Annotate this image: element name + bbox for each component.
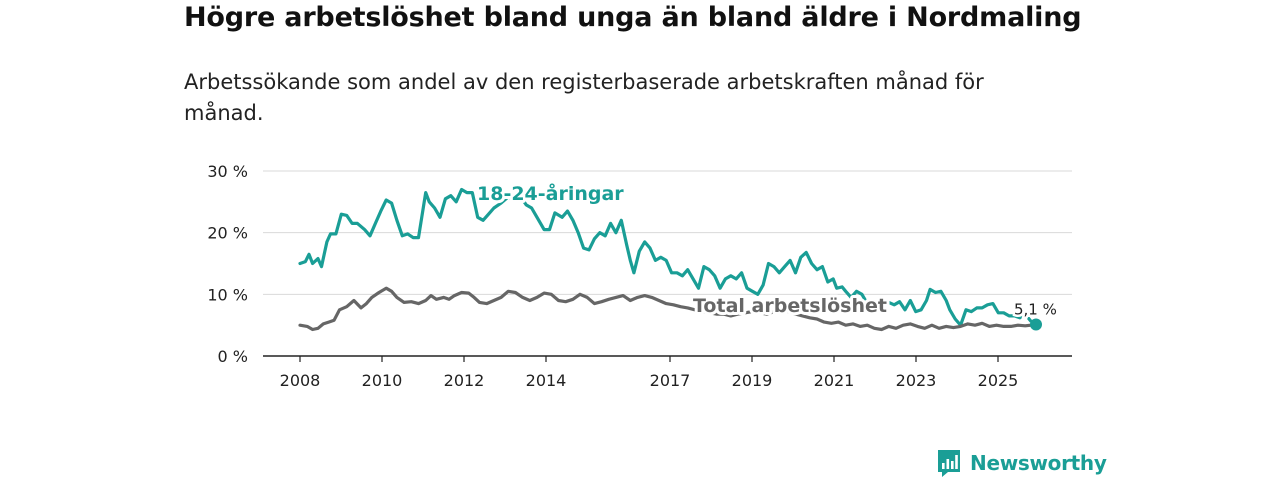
y-tick-label-10: 10 % — [207, 285, 248, 304]
series-line-0 — [298, 187, 1038, 327]
x-tick-label-2012: 2012 — [444, 371, 485, 390]
chart-subtitle: Arbetssökande som andel av den registerb… — [184, 70, 984, 125]
line-chart: 0 % 10 % 20 % 30 % 2008 2010 2012 2014 2017 2019 2… — [207, 162, 1072, 390]
end-value-label: 5,1 % — [1014, 301, 1057, 319]
y-tick-label-20: 20 % — [207, 224, 248, 243]
end-value-label-halo: 5,1 % — [1014, 301, 1057, 319]
x-tick-label-2008: 2008 — [280, 371, 321, 390]
x-tick-label-2025: 2025 — [978, 371, 1019, 390]
x-tick-label-2017: 2017 — [650, 371, 691, 390]
series-line-1 — [298, 286, 1038, 332]
series-label-0: 18-24-åringar — [477, 181, 624, 205]
x-tick-label-2021: 2021 — [814, 371, 855, 390]
chart-title: Högre arbetslöshet bland unga än bland ä… — [184, 2, 1082, 33]
x-tick-label-2010: 2010 — [362, 371, 403, 390]
x-tick-label-2014: 2014 — [526, 371, 567, 390]
brand-name: Newsworthy — [970, 451, 1107, 475]
newsworthy-logo-icon — [938, 450, 960, 477]
x-tick-label-2019: 2019 — [732, 371, 773, 390]
series-label-halo-0: 18-24-åringar — [477, 181, 624, 205]
series-label-halo-1: Total arbetslöshet — [693, 295, 887, 317]
y-tick-label-30: 30 % — [207, 162, 248, 181]
brand-logo: Newsworthy — [936, 448, 1107, 478]
x-tick-label-2023: 2023 — [896, 371, 937, 390]
end-point-marker — [1030, 318, 1042, 331]
y-tick-label-0: 0 % — [218, 347, 248, 366]
series-label-1: Total arbetslöshet — [693, 295, 887, 317]
